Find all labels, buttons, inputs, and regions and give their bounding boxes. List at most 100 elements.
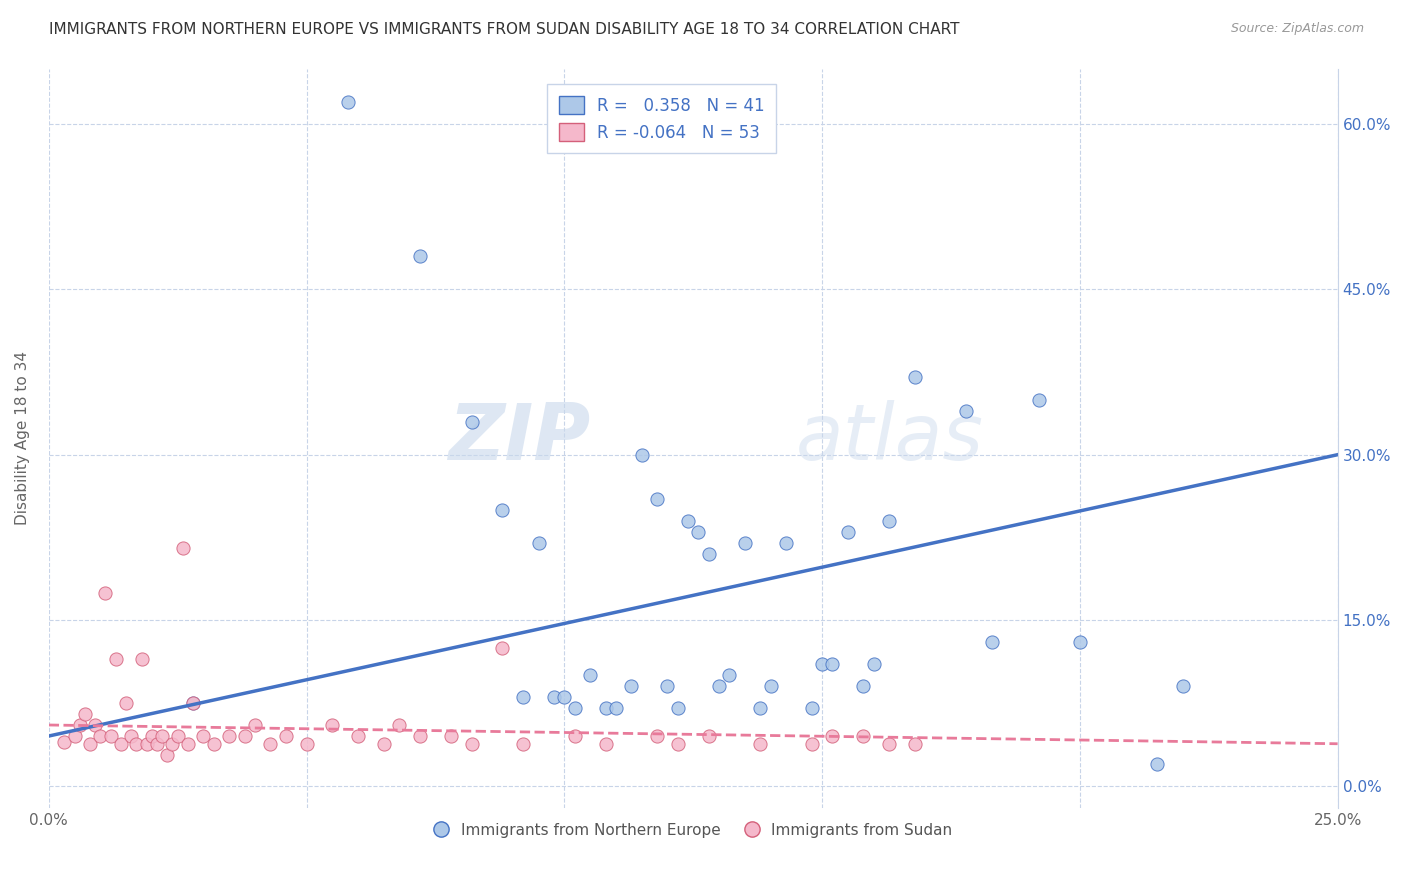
Point bbox=[243, 718, 266, 732]
Point bbox=[94, 585, 117, 599]
Point bbox=[373, 737, 395, 751]
Point bbox=[491, 503, 513, 517]
Point bbox=[89, 729, 111, 743]
Text: ZIP: ZIP bbox=[449, 401, 591, 476]
Point bbox=[775, 536, 797, 550]
Point bbox=[69, 718, 91, 732]
Point bbox=[166, 729, 188, 743]
Point bbox=[1028, 392, 1050, 407]
Point bbox=[110, 737, 132, 751]
Point bbox=[100, 729, 122, 743]
Point bbox=[697, 729, 720, 743]
Point bbox=[877, 737, 900, 751]
Point bbox=[193, 729, 215, 743]
Point bbox=[336, 95, 359, 109]
Point bbox=[821, 729, 844, 743]
Legend: Immigrants from Northern Europe, Immigrants from Sudan: Immigrants from Northern Europe, Immigra… bbox=[427, 816, 959, 845]
Point bbox=[172, 541, 194, 556]
Point bbox=[177, 737, 200, 751]
Point bbox=[579, 668, 602, 682]
Point bbox=[409, 249, 432, 263]
Point bbox=[734, 536, 756, 550]
Point bbox=[688, 524, 710, 539]
Point bbox=[1146, 756, 1168, 771]
Point bbox=[564, 729, 586, 743]
Text: atlas: atlas bbox=[796, 401, 984, 476]
Point bbox=[666, 737, 689, 751]
Point bbox=[141, 729, 163, 743]
Y-axis label: Disability Age 18 to 34: Disability Age 18 to 34 bbox=[15, 351, 30, 525]
Point bbox=[79, 737, 101, 751]
Point bbox=[605, 701, 627, 715]
Point bbox=[595, 737, 617, 751]
Point bbox=[904, 737, 927, 751]
Point bbox=[125, 737, 148, 751]
Point bbox=[1069, 635, 1091, 649]
Point bbox=[321, 718, 343, 732]
Point bbox=[73, 706, 96, 721]
Point bbox=[274, 729, 297, 743]
Point bbox=[1171, 679, 1194, 693]
Point bbox=[666, 701, 689, 715]
Point bbox=[543, 690, 565, 705]
Point bbox=[388, 718, 411, 732]
Point bbox=[150, 729, 173, 743]
Point bbox=[697, 547, 720, 561]
Point bbox=[811, 657, 834, 672]
Point bbox=[564, 701, 586, 715]
Point bbox=[955, 403, 977, 417]
Point bbox=[53, 734, 76, 748]
Point bbox=[800, 701, 823, 715]
Point bbox=[657, 679, 679, 693]
Point bbox=[645, 491, 668, 506]
Point bbox=[202, 737, 225, 751]
Point bbox=[676, 514, 699, 528]
Point bbox=[981, 635, 1004, 649]
Point bbox=[156, 747, 179, 762]
Text: Source: ZipAtlas.com: Source: ZipAtlas.com bbox=[1230, 22, 1364, 36]
Point bbox=[135, 737, 157, 751]
Point bbox=[146, 737, 169, 751]
Point bbox=[620, 679, 643, 693]
Point bbox=[800, 737, 823, 751]
Point bbox=[295, 737, 318, 751]
Point bbox=[852, 729, 875, 743]
Point bbox=[460, 415, 482, 429]
Point bbox=[347, 729, 370, 743]
Point bbox=[409, 729, 432, 743]
Point bbox=[749, 701, 772, 715]
Point bbox=[512, 737, 534, 751]
Point bbox=[259, 737, 281, 751]
Point bbox=[553, 690, 575, 705]
Point bbox=[718, 668, 741, 682]
Point bbox=[491, 640, 513, 655]
Point bbox=[749, 737, 772, 751]
Point bbox=[877, 514, 900, 528]
Point bbox=[904, 370, 927, 384]
Point bbox=[852, 679, 875, 693]
Point bbox=[862, 657, 884, 672]
Point bbox=[181, 696, 204, 710]
Point bbox=[162, 737, 184, 751]
Point bbox=[131, 652, 153, 666]
Point bbox=[218, 729, 240, 743]
Point bbox=[630, 448, 652, 462]
Point bbox=[460, 737, 482, 751]
Point bbox=[440, 729, 463, 743]
Point bbox=[84, 718, 107, 732]
Point bbox=[115, 696, 138, 710]
Point bbox=[759, 679, 782, 693]
Point bbox=[527, 536, 550, 550]
Point bbox=[120, 729, 142, 743]
Point bbox=[595, 701, 617, 715]
Text: IMMIGRANTS FROM NORTHERN EUROPE VS IMMIGRANTS FROM SUDAN DISABILITY AGE 18 TO 34: IMMIGRANTS FROM NORTHERN EUROPE VS IMMIG… bbox=[49, 22, 960, 37]
Point bbox=[821, 657, 844, 672]
Point bbox=[707, 679, 730, 693]
Point bbox=[63, 729, 86, 743]
Point bbox=[104, 652, 127, 666]
Point bbox=[512, 690, 534, 705]
Point bbox=[233, 729, 256, 743]
Point bbox=[837, 524, 859, 539]
Point bbox=[645, 729, 668, 743]
Point bbox=[181, 696, 204, 710]
